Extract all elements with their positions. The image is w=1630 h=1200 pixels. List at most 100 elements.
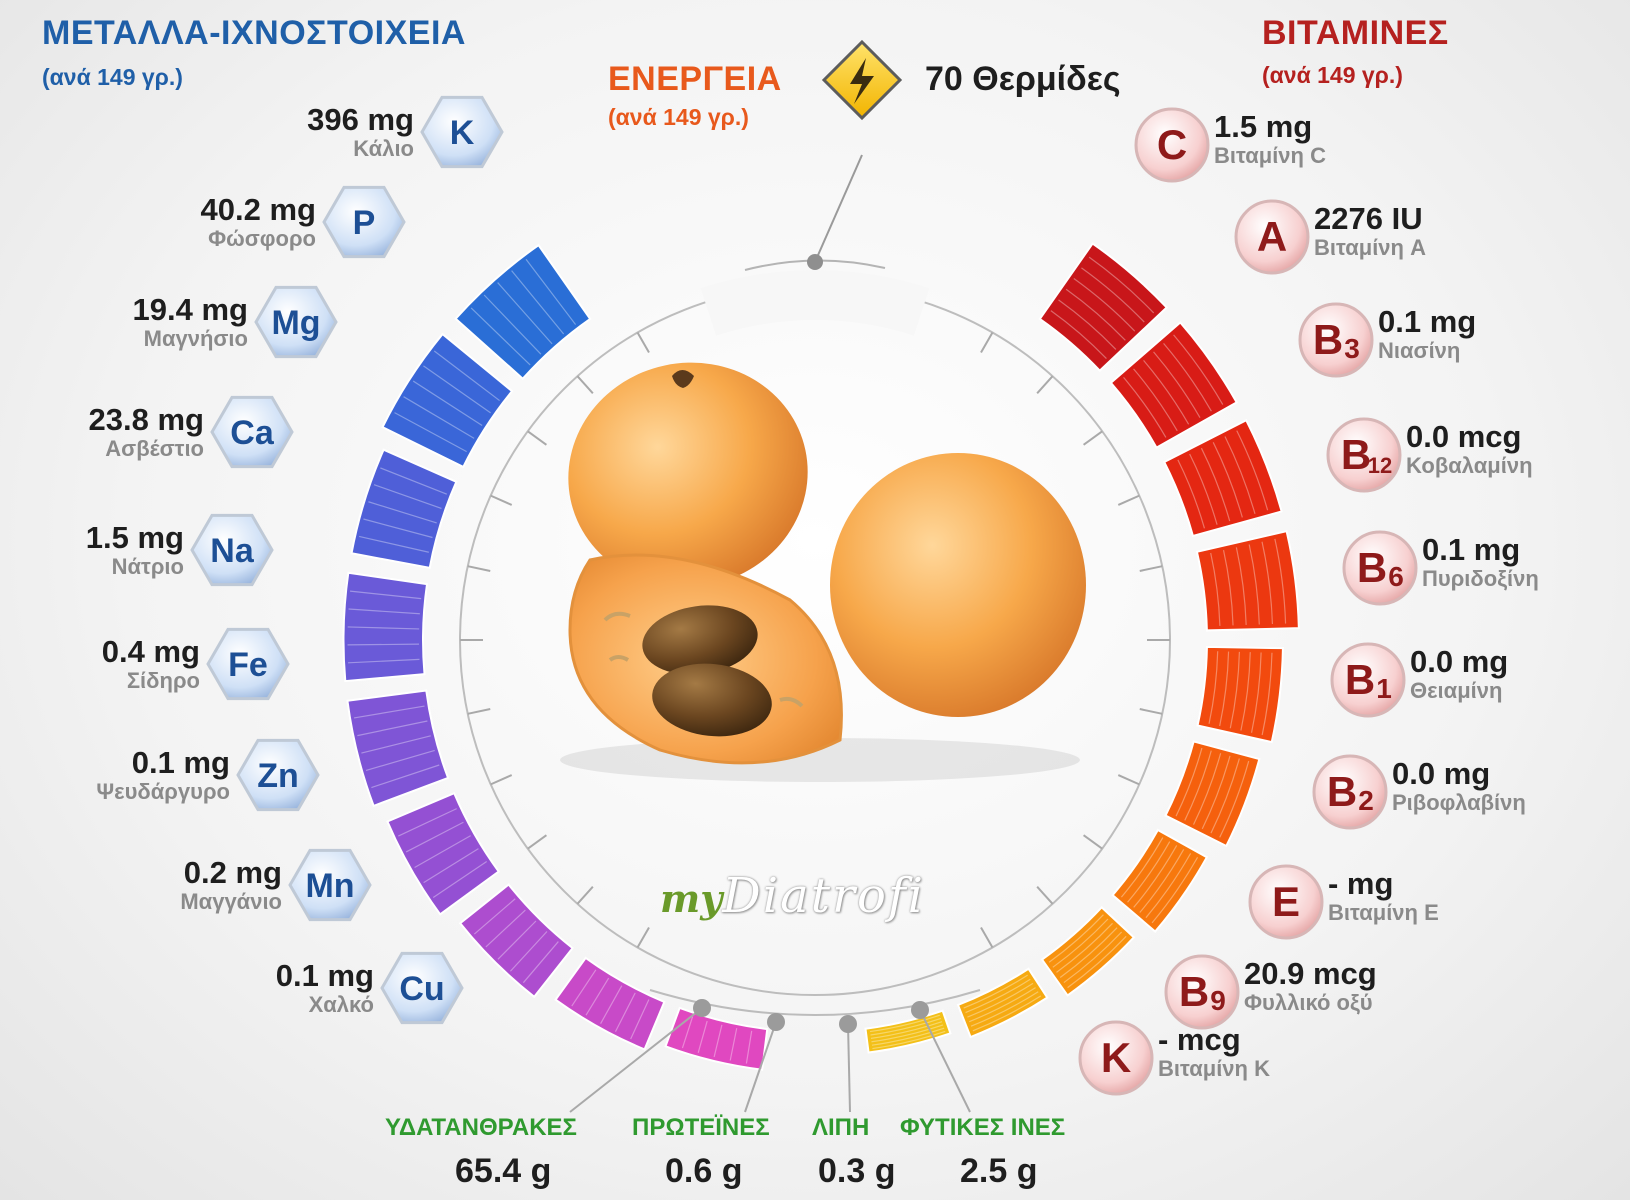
mineral-bar-stripe (371, 764, 440, 789)
minerals-subtitle: (ανά 149 γρ.) (42, 64, 183, 90)
vitamin-bar-shape (1109, 321, 1239, 449)
mineral-bar-stripe (361, 735, 431, 754)
ring-tick (636, 332, 650, 353)
macro-value: 0.6 g (665, 1152, 743, 1190)
mineral-badge: Zn (236, 738, 320, 812)
loquat-whole-right (830, 453, 1086, 717)
vitamin-name: Νιασίνη (1378, 338, 1461, 363)
mineral-symbol: Fe (228, 646, 268, 684)
vitamin-symbol: B (1313, 316, 1343, 363)
vitamin-bar-stripe (1133, 368, 1178, 432)
vitamin-subscript: 12 (1368, 453, 1392, 478)
mineral-bar-stripe (522, 941, 559, 984)
vitamin-bar-stripe (1063, 931, 1123, 984)
mineral-bar-stripe (713, 1024, 723, 1058)
vitamin-bar-stripe (1192, 753, 1222, 825)
ring-tick (1083, 430, 1103, 446)
vitamin-bar-stripe (1123, 377, 1167, 438)
vitamin-bar-shape (1040, 905, 1136, 997)
vitamin-bar-stripe (1163, 342, 1212, 412)
vitamin-bar-stripe (1052, 918, 1109, 968)
vitamin-bar-stripe (1139, 849, 1185, 913)
vitamin-circle (1164, 954, 1240, 1030)
vitamin-bar-stripe (1250, 652, 1262, 733)
mineral-bar-stripe (347, 643, 420, 646)
mineral-name: Μαγγάνιο (180, 889, 282, 914)
loquat-seed-bottom (652, 663, 772, 737)
mineral-bar (342, 571, 429, 683)
mineral-badge: Mg (254, 285, 338, 359)
vitamin-bar-stripe (963, 974, 1029, 1009)
mineral-bar-stripe (348, 608, 420, 615)
mineral-bar-stripe (473, 898, 516, 935)
mineral-bar-stripe (571, 969, 597, 1007)
mineral-name: Ασβέστιο (105, 436, 204, 461)
mineral-bar-stripe (497, 282, 553, 345)
vitamin-bar-stripe (871, 1027, 945, 1046)
vitamin-bar (1038, 242, 1169, 373)
macro-value: 65.4 g (455, 1152, 552, 1190)
vitamin-bar (1196, 645, 1284, 744)
vitamin-bar-stripe (1210, 552, 1221, 626)
vitamin-bar-stripe (1219, 760, 1250, 838)
macro-dot (693, 999, 711, 1017)
ring-tick (636, 927, 650, 948)
mineral-hexagon (322, 185, 406, 259)
vitamin-badge: A (1234, 199, 1310, 275)
energy-subtitle: (ανά 149 γρ.) (608, 104, 749, 130)
mineral-bar-shape (458, 883, 574, 999)
mineral-bar-stripe (600, 985, 623, 1024)
mineral-bar-stripe (368, 501, 437, 524)
vitamin-name: Θειαμίνη (1410, 678, 1503, 703)
vitamin-value: 0.0 mg (1392, 756, 1491, 791)
mineral-bar-stripe (729, 1028, 738, 1061)
vitamin-bar-stripe (1058, 299, 1117, 350)
ring-tick (490, 774, 513, 786)
ring-tick (1117, 494, 1140, 506)
vitamin-name: Βιταμίνη C (1214, 143, 1326, 168)
vitamin-bar-stripe (1048, 914, 1104, 963)
ring-tick (1117, 774, 1140, 786)
macro-label: ΠΡΩΤΕΪΝΕΣ (632, 1114, 770, 1141)
mineral-bar-stripe (509, 931, 548, 972)
vitamin-symbol: B (1357, 544, 1387, 591)
mineral-bar-stripe (585, 977, 610, 1016)
vitamin-bar-stripe (1173, 334, 1224, 405)
mineral-symbol: Zn (257, 757, 299, 795)
mineral-badge: K (420, 95, 504, 169)
ring-tick (980, 927, 994, 948)
mineral-badge: Fe (206, 627, 290, 701)
vitamin-bar (1111, 828, 1209, 933)
mineral-value: 396 mg (307, 102, 414, 137)
mineral-name: Χαλκό (308, 992, 374, 1017)
mineral-symbol: P (353, 204, 376, 242)
vitamin-symbol: E (1272, 878, 1300, 925)
mineral-bar-stripe (353, 705, 425, 719)
mineral-bar-stripe (485, 909, 526, 948)
vitamin-value: 0.1 mg (1422, 532, 1521, 567)
macro-value: 2.5 g (960, 1152, 1038, 1190)
mineral-hexagon (254, 285, 338, 359)
mineral-bar-stripe (497, 920, 537, 960)
mineral-bar-stripe (349, 590, 422, 600)
mineral-bar (664, 1006, 769, 1071)
vitamin-bar-stripe (1127, 841, 1171, 903)
mineral-bar (346, 689, 450, 808)
vitamin-bar-stripe (870, 1021, 943, 1039)
vitamin-bar-stripe (1145, 853, 1192, 919)
vitamin-bar-stripe (871, 1024, 944, 1043)
loquat-seed-top (642, 605, 758, 675)
vitamin-name: Φυλλικό οξύ (1244, 990, 1373, 1015)
vitamin-symbol: B (1327, 768, 1357, 815)
mineral-bar-stripe (373, 484, 442, 510)
loquat-whole-back (568, 362, 808, 588)
mineral-value: 0.2 mg (183, 855, 282, 890)
vitamin-circle (1342, 530, 1418, 606)
vitamin-symbol: B (1345, 656, 1375, 703)
vitamin-bar-stripe (967, 982, 1034, 1018)
lightning-icon (850, 58, 874, 104)
